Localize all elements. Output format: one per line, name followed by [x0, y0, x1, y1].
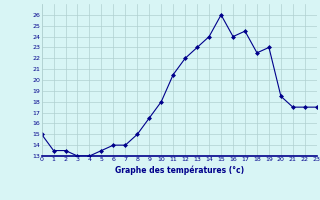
X-axis label: Graphe des températures (°c): Graphe des températures (°c) [115, 165, 244, 175]
